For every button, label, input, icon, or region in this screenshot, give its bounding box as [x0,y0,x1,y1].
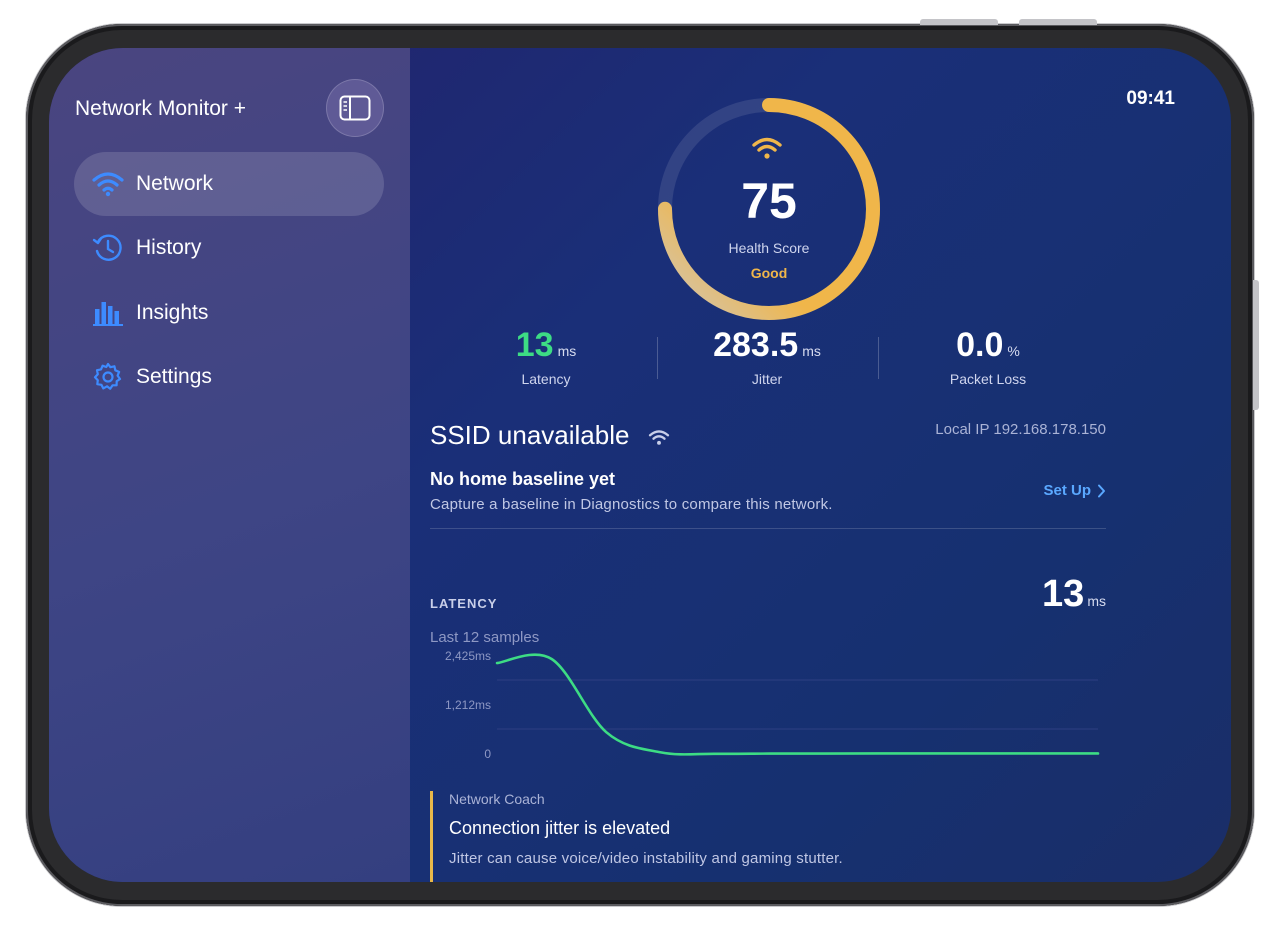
stat-divider [657,337,658,379]
packet-loss-stat: 0.0% Packet Loss [888,326,1088,387]
sidebar-icon [339,95,371,121]
chart-y-tick-label: 2,425ms [445,649,491,663]
chevron-right-icon [1098,484,1105,497]
status-time: 09:41 [1126,88,1175,109]
health-status: Good [750,265,788,281]
ssid-wifi-icon [648,430,670,445]
latency-card-value: 13 ms [1042,573,1106,616]
latency-label: Latency [521,371,571,387]
packet-loss-value: 0.0 [956,326,1004,364]
latency-chart: 2,425ms 1,212ms 0 [445,649,1100,761]
sidebar-item-label: Settings [136,365,212,388]
sidebar-item-insights[interactable]: Insights [74,281,384,345]
volume-down-button [1019,19,1097,25]
stat-divider [878,337,879,379]
latency-stat: 13 ms Latency [446,326,646,387]
jitter-value: 283.5 [713,326,799,364]
health-score: 75 [741,173,797,229]
sidebar-item-settings[interactable]: Settings [74,345,384,409]
bar-chart-icon [92,297,124,329]
sidebar-item-label: History [136,236,202,259]
latency-series-line [495,653,1100,756]
latency-value: 13 [515,326,554,364]
sidebar-item-label: Insights [136,301,209,324]
packet-loss-unit: % [1007,343,1020,359]
volume-up-button [920,19,998,25]
packet-loss-label: Packet Loss [949,371,1027,387]
latency-card-unit: ms [1087,593,1106,609]
sidebar-item-network[interactable]: Network [74,152,384,216]
main-panel: 75 Health Score Good 13 ms Latency 283.5 m… [410,48,1231,882]
local-ip: Local IP 192.168.178.150 [935,421,1106,438]
health-gauge [658,98,880,320]
app-title: Network Monitor + [75,97,246,120]
baseline-title: No home baseline yet [430,469,616,489]
sidebar: Network Monitor + Network [49,48,410,882]
side-button [1253,280,1259,410]
chart-y-tick-label: 0 [484,747,491,761]
network-coach-card: Network Coach Connection jitter is eleva… [430,791,1033,882]
latency-card-number: 13 [1042,573,1085,615]
setup-button[interactable]: Set Up [1043,482,1106,499]
jitter-label: Jitter [751,371,783,387]
sidebar-item-label: Network [136,172,214,195]
sidebar-toggle-button[interactable] [326,79,384,137]
baseline-subtitle: Capture a baseline in Diagnostics to com… [430,496,833,513]
latency-card-subtitle: Last 12 samples [430,629,540,646]
history-icon [92,232,124,264]
setup-label: Set Up [1043,482,1091,499]
health-wifi-icon [752,137,782,159]
jitter-stat: 283.5 ms Jitter [667,326,867,387]
screen: Network Monitor + Network [49,48,1231,882]
health-score-label: Health Score [728,240,810,256]
jitter-unit: ms [802,343,821,359]
latency-card-title: LATENCY [430,596,498,611]
coach-tag: Network Coach [449,791,545,807]
gear-icon [92,361,124,393]
section-divider [430,528,1106,529]
wifi-icon [92,168,124,200]
coach-body: Jitter can cause voice/video instability… [449,850,843,867]
ssid-title: SSID unavailable [430,420,630,450]
latency-unit: ms [557,343,577,359]
chart-y-tick-label: 1,212ms [445,698,491,712]
sidebar-item-history[interactable]: History [74,216,384,280]
coach-title: Connection jitter is elevated [449,818,671,838]
